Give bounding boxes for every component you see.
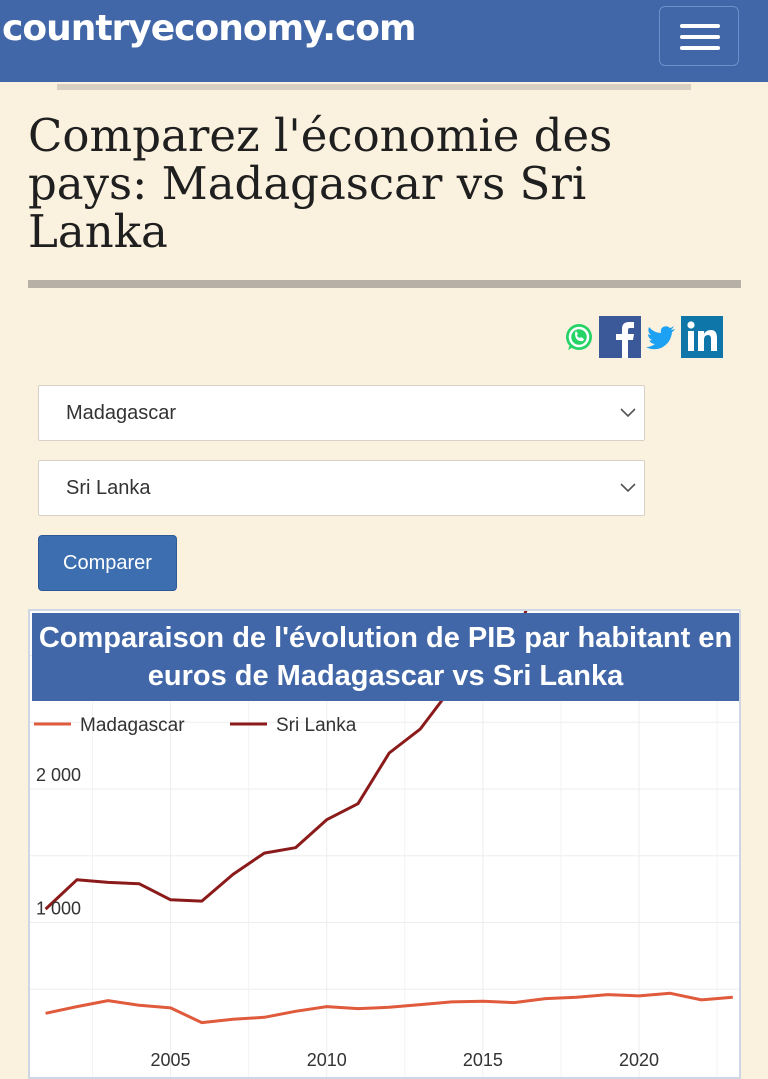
facebook-icon[interactable] [599,316,641,358]
y-tick-label: 2 000 [36,765,81,785]
chevron-down-icon [620,483,636,493]
menu-bar [680,35,720,39]
series-line-madagascar [45,991,733,1025]
whatsapp-icon[interactable] [562,316,596,358]
header-divider [57,84,691,90]
legend-label: Sri Lanka [276,715,357,736]
series-line-sri-lanka [44,611,528,911]
twitter-icon[interactable] [645,316,677,358]
hamburger-menu-icon[interactable] [659,6,739,66]
country1-value: Madagascar [66,402,177,424]
top-navbar: countryeconomy.com [0,0,768,82]
menu-bar [680,46,720,50]
menu-bar [680,24,720,28]
chevron-down-icon [620,408,636,418]
chart-title: Comparaison de l'évolution de PIB par ha… [32,613,739,701]
x-tick-label: 2005 [151,1050,191,1070]
legend-label: Madagascar [80,715,185,736]
title-divider [28,280,741,288]
compare-button[interactable]: Comparer [38,535,177,591]
page-title: Comparez l'économie des pays: Madagascar… [28,109,613,258]
country1-select[interactable]: Madagascar [38,385,645,441]
linkedin-icon[interactable] [681,316,723,358]
x-tick-label: 2015 [463,1050,503,1070]
x-tick-label: 2010 [307,1050,347,1070]
country2-value: Sri Lanka [66,477,151,499]
country2-select[interactable]: Sri Lanka [38,460,645,516]
x-tick-label: 2020 [619,1050,659,1070]
y-tick-label: 1 000 [36,899,81,919]
site-logo[interactable]: countryeconomy.com [2,8,417,49]
